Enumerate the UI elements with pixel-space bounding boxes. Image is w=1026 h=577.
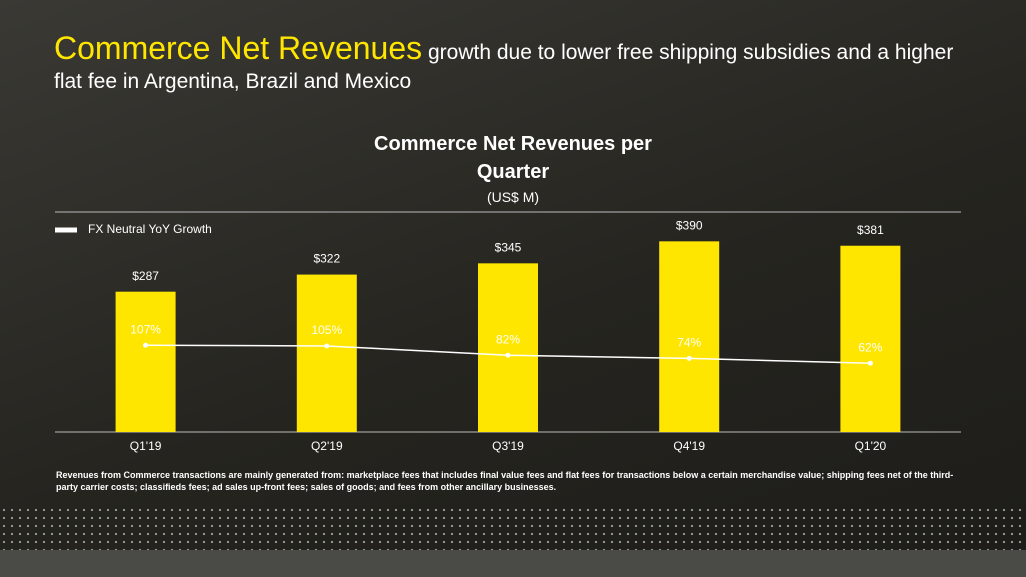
chart-subtitle: (US$ M) bbox=[486, 189, 540, 205]
bar-value-label: $287 bbox=[132, 269, 159, 283]
x-tick-label: Q3'19 bbox=[492, 439, 524, 453]
chart-title: Commerce Net Revenues per Quarter bbox=[374, 133, 652, 183]
legend-label: FX Neutral YoY Growth bbox=[88, 222, 212, 236]
x-tick-label: Q1'19 bbox=[130, 439, 162, 453]
bar bbox=[478, 263, 538, 432]
bar-value-label: $381 bbox=[857, 223, 884, 237]
legend-swatch bbox=[55, 227, 77, 233]
x-tick-label: Q2'19 bbox=[311, 439, 343, 453]
heading: Commerce Net Revenues growth due to lowe… bbox=[54, 32, 984, 96]
line-value-label: 74% bbox=[677, 336, 701, 350]
footnote: Revenues from Commerce transactions are … bbox=[56, 470, 954, 492]
bar bbox=[840, 245, 901, 432]
line-value-label: 62% bbox=[858, 340, 882, 354]
x-tick-label: Q4'19 bbox=[673, 439, 705, 453]
line-point bbox=[686, 355, 692, 361]
line-point bbox=[143, 342, 149, 348]
bar-value-label: $390 bbox=[676, 219, 703, 233]
line-point bbox=[867, 360, 873, 366]
line-point bbox=[505, 352, 511, 358]
heading-rest: growth due to lower free shipping subsid… bbox=[54, 41, 954, 93]
bottom-strip bbox=[0, 550, 1026, 577]
bar-value-label: $345 bbox=[495, 241, 522, 255]
line-value-label: 105% bbox=[311, 323, 342, 337]
bar-value-label: $322 bbox=[313, 252, 340, 266]
line-value-label: 82% bbox=[496, 332, 520, 346]
heading-highlight: Commerce Net Revenues bbox=[54, 30, 423, 66]
line-point bbox=[324, 343, 330, 349]
line-value-label: 107% bbox=[130, 322, 161, 336]
dot-band bbox=[0, 506, 1026, 550]
x-tick-label: Q1'20 bbox=[855, 439, 887, 453]
bar bbox=[296, 274, 357, 432]
bar bbox=[115, 291, 176, 432]
bar bbox=[659, 241, 720, 432]
